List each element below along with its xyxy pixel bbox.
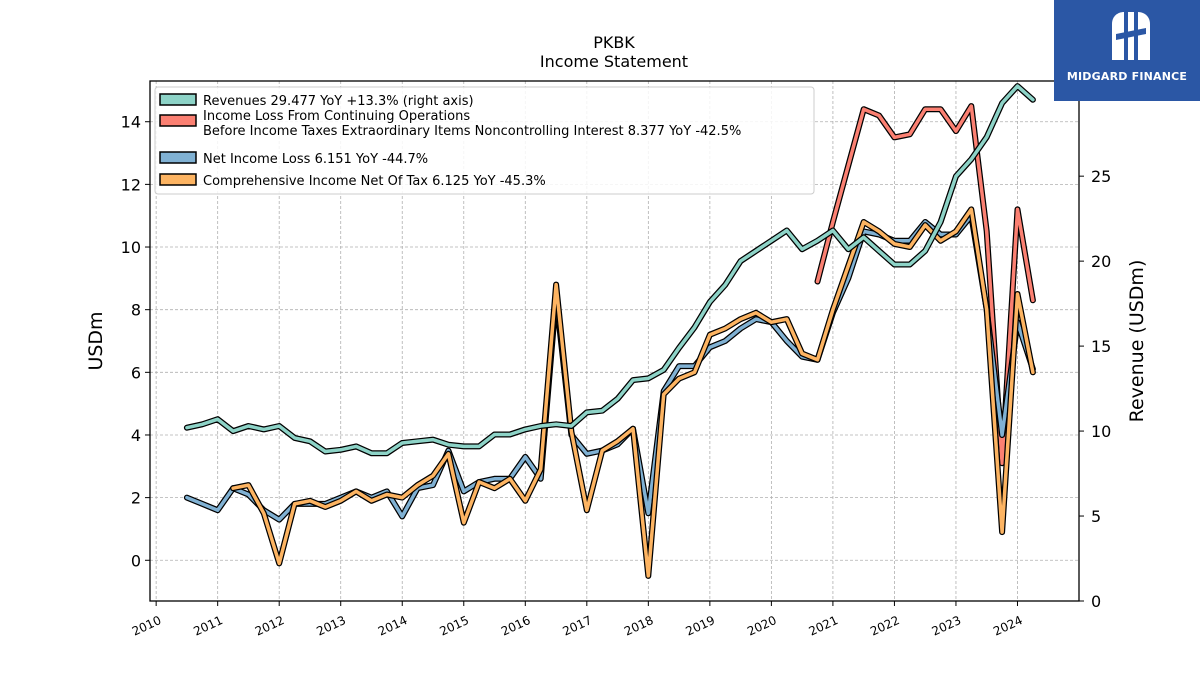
x-axis: 2010 2011 2012 2013 2014 2015 2016 2017 2018 2019… bbox=[130, 601, 1025, 639]
chart-title: PKBK bbox=[593, 33, 635, 52]
left-tick-label: 10 bbox=[121, 238, 141, 257]
logo-mark-icon bbox=[1112, 12, 1150, 60]
chart-subtitle: Income Statement bbox=[540, 52, 688, 71]
left-axis-label: USDm bbox=[85, 311, 107, 370]
series-line-revenues--yoy bbox=[185, 84, 1035, 455]
left-tick-label: 12 bbox=[121, 175, 141, 194]
right-tick-label: 20 bbox=[1091, 252, 1111, 271]
legend-label-line: Before Income Taxes Extraordinary Items … bbox=[203, 124, 741, 139]
plot-frame bbox=[149, 80, 1080, 602]
right-tick-label: 0 bbox=[1091, 592, 1101, 611]
right-tick-label: 15 bbox=[1091, 337, 1111, 356]
series-line-comprehensive-income-net bbox=[231, 207, 1035, 578]
right-tick-label: 10 bbox=[1091, 422, 1111, 441]
x-tick-label: 2015 bbox=[437, 613, 471, 639]
legend-label: Net Income Loss 6.151 YoY -44.7% bbox=[203, 152, 428, 167]
x-tick-label: 2020 bbox=[745, 613, 779, 639]
legend-label: Comprehensive Income Net Of Tax 6.125 Yo… bbox=[203, 174, 546, 189]
series-line-net-income-loss bbox=[185, 213, 1035, 522]
series-outline-net-income-loss bbox=[183, 212, 1036, 523]
x-tick-label: 2013 bbox=[314, 613, 348, 639]
legend: Revenues 29.477 YoY +13.3% (right axis)I… bbox=[154, 86, 815, 195]
legend-box bbox=[154, 86, 815, 195]
midgard-finance-logo: MIDGARD FINANCE bbox=[1054, 0, 1200, 101]
left-tick-label: 4 bbox=[131, 426, 141, 445]
left-tick-label: 8 bbox=[131, 301, 141, 320]
legend-swatch-income-loss-from bbox=[159, 114, 197, 127]
x-tick-label: 2024 bbox=[991, 613, 1025, 639]
logo-text: MIDGARD FINANCE bbox=[1066, 70, 1188, 83]
x-tick-label: 2022 bbox=[868, 613, 902, 639]
x-tick-label: 2017 bbox=[560, 613, 594, 639]
legend-swatch-net-income-loss bbox=[159, 151, 197, 164]
right-axis-label: Revenue (USDm) bbox=[1126, 260, 1148, 423]
x-tick-label: 2011 bbox=[191, 613, 225, 639]
legend-swatch-comprehensive-income-net bbox=[159, 173, 197, 186]
x-tick-label: 2010 bbox=[130, 613, 164, 639]
left-tick-label: 2 bbox=[131, 489, 141, 508]
left-tick-label: 0 bbox=[131, 551, 141, 570]
right-axis: 051015202530 bbox=[1079, 82, 1111, 611]
left-axis: 0 2 4 6 8 10 12 14 bbox=[121, 113, 150, 570]
legend-label-line: Income Loss From Continuing Operations bbox=[203, 109, 470, 124]
series-layer bbox=[183, 83, 1036, 579]
x-tick-label: 2021 bbox=[807, 613, 841, 639]
left-tick-label: 14 bbox=[121, 113, 141, 132]
left-tick-label: 6 bbox=[131, 363, 141, 382]
legend-swatch-revenues--yoy bbox=[159, 93, 197, 106]
x-tick-label: 2012 bbox=[253, 613, 287, 639]
legend-label: Revenues 29.477 YoY +13.3% (right axis) bbox=[203, 94, 474, 109]
x-tick-label: 2023 bbox=[930, 613, 964, 639]
x-tick-label: 2018 bbox=[622, 613, 656, 639]
x-tick-label: 2019 bbox=[684, 613, 718, 639]
x-tick-label: 2016 bbox=[499, 613, 533, 639]
right-tick-label: 25 bbox=[1091, 167, 1111, 186]
x-tick-label: 2014 bbox=[376, 613, 410, 639]
right-tick-label: 5 bbox=[1091, 507, 1101, 526]
